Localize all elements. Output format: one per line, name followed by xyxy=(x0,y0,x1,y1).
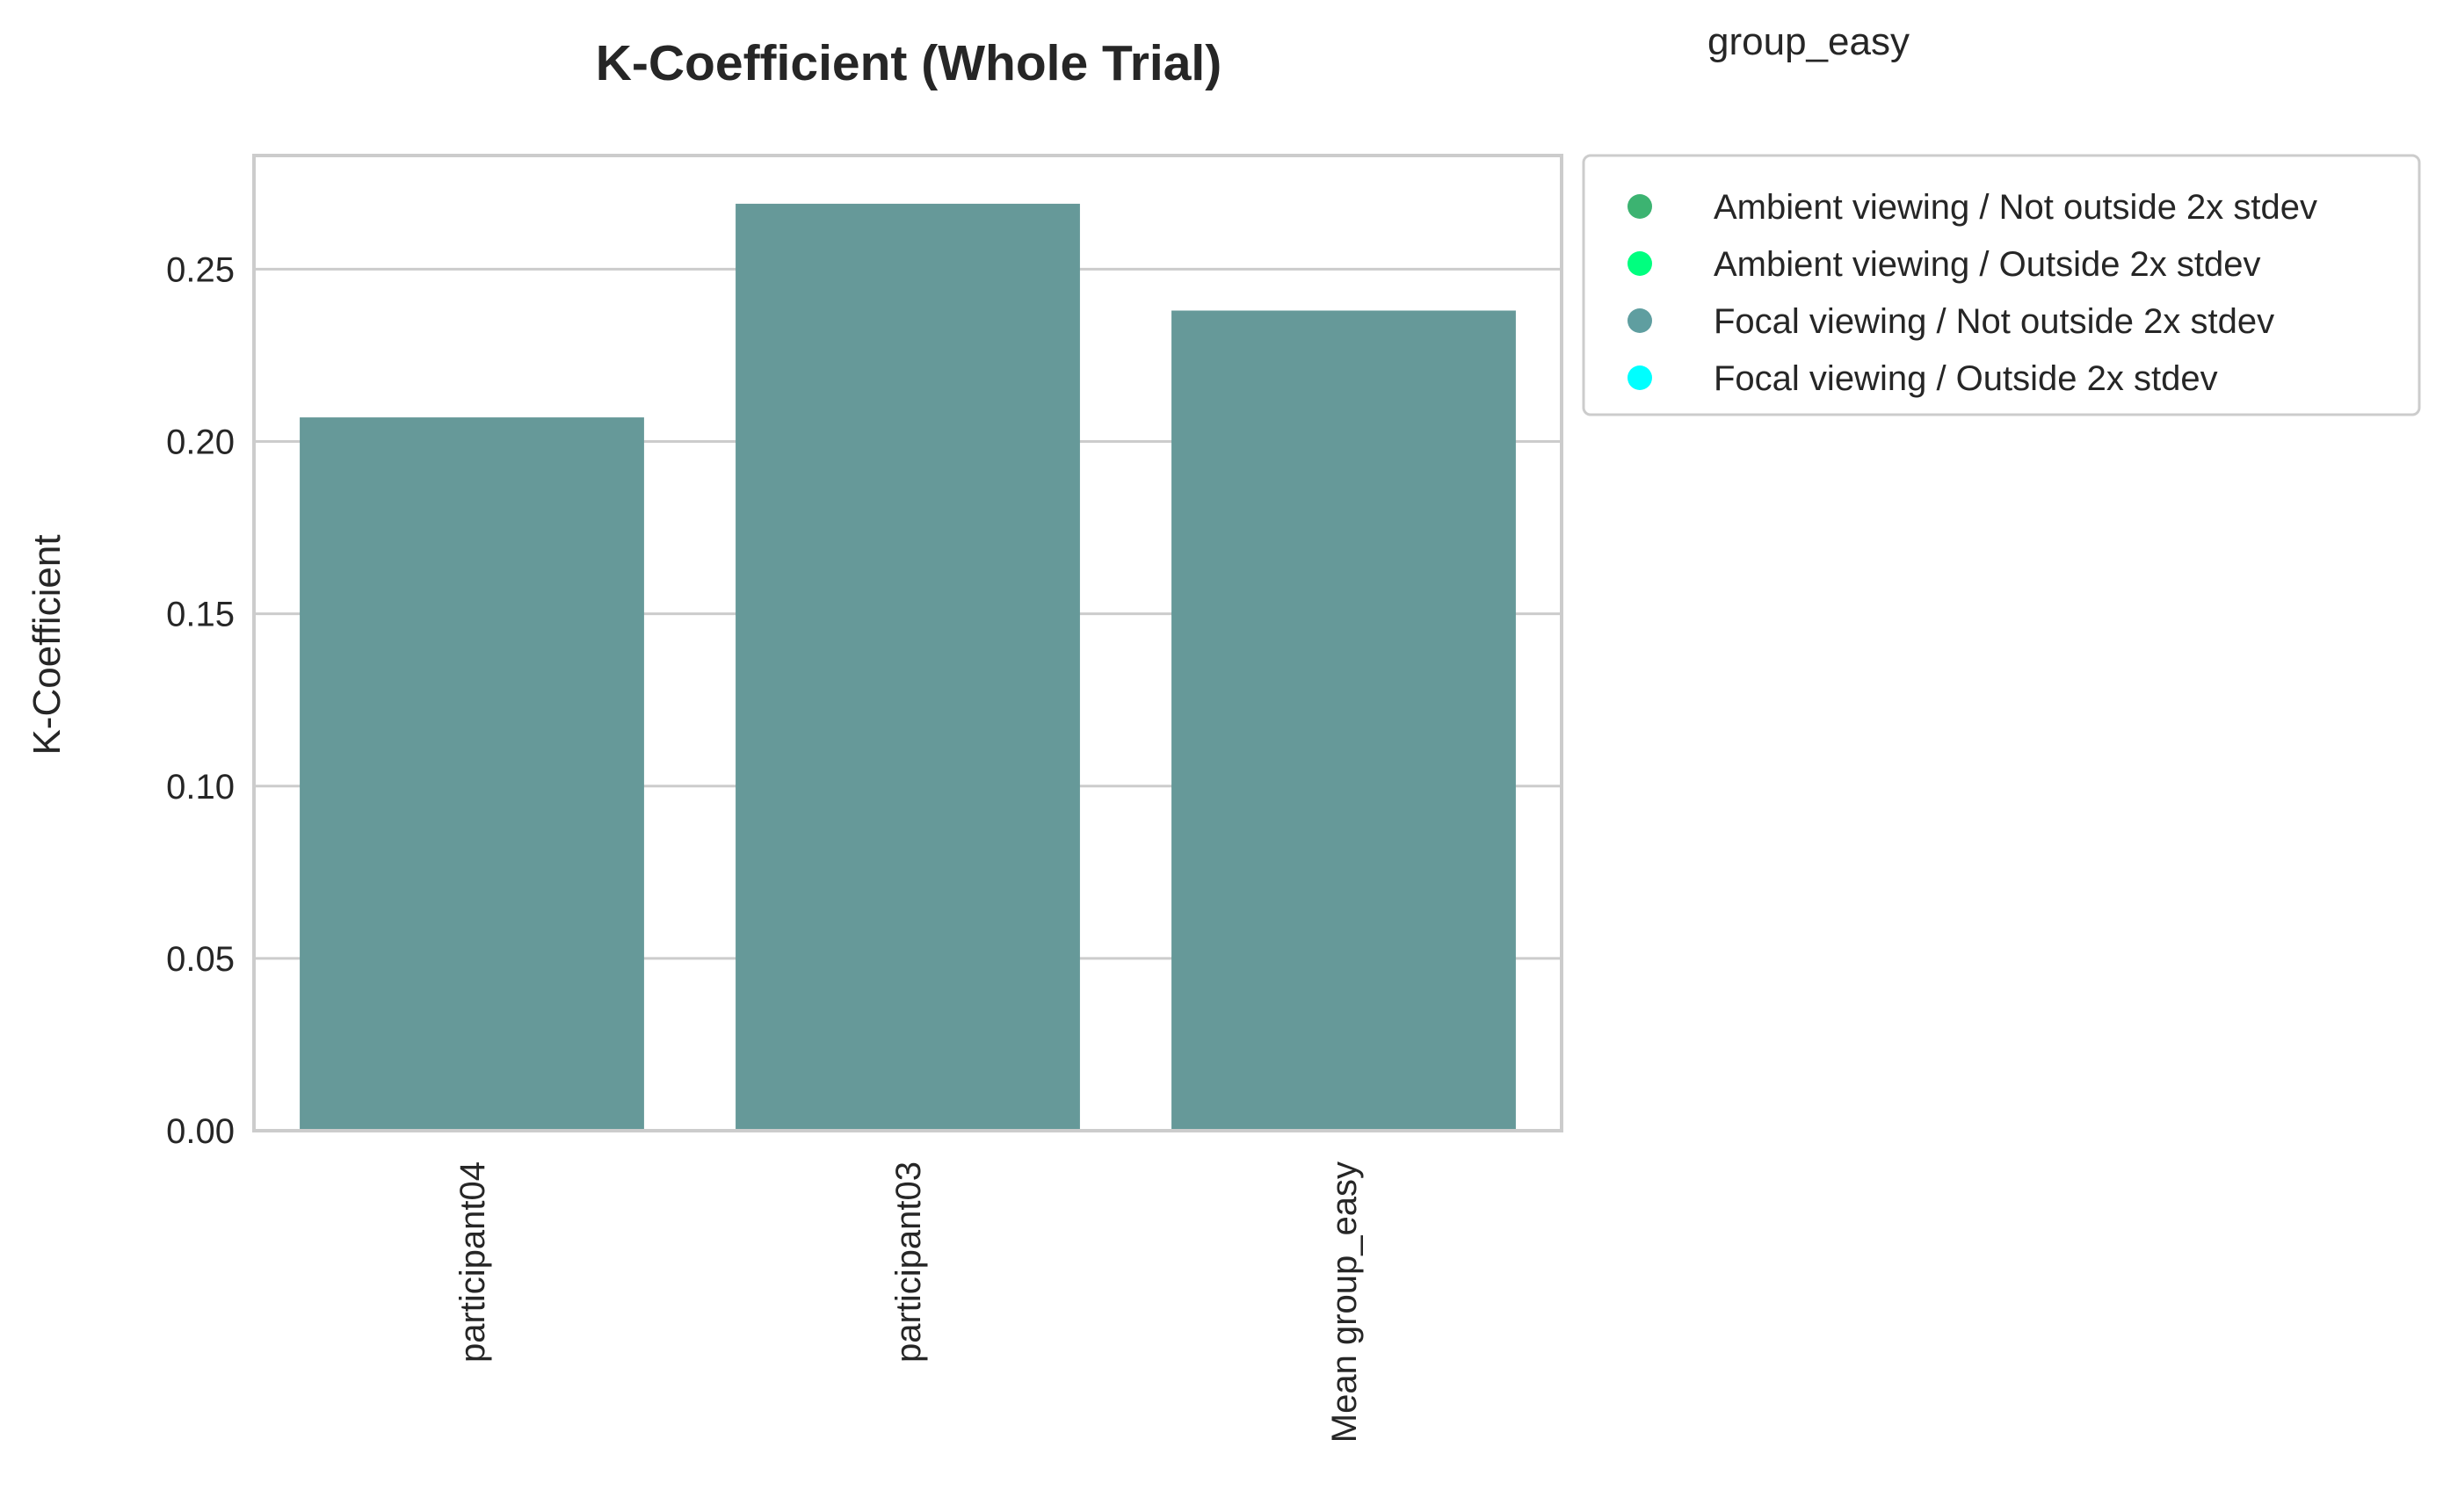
y-tick-label: 0.10 xyxy=(166,768,235,807)
x-tick-label: participant04 xyxy=(453,1161,492,1363)
y-tick-label: 0.15 xyxy=(166,596,235,634)
legend-marker xyxy=(1627,194,1652,219)
legend-label: Ambient viewing / Not outside 2x stdev xyxy=(1714,188,2317,227)
legend-marker xyxy=(1627,251,1652,276)
legend-label: Focal viewing / Outside 2x stdev xyxy=(1714,359,2218,398)
legend-label: Focal viewing / Not outside 2x stdev xyxy=(1714,302,2274,341)
y-tick-label: 0.05 xyxy=(166,940,235,979)
bar xyxy=(300,417,644,1131)
y-axis-label: K-Coefficient xyxy=(25,534,69,755)
legend: Ambient viewing / Not outside 2x stdev Am… xyxy=(1582,154,2421,416)
chart-title: K-Coefficient (Whole Trial) xyxy=(596,35,1222,91)
legend-marker xyxy=(1627,308,1652,333)
y-tick-labels: 0.00 0.05 0.10 0.15 0.20 0.25 xyxy=(166,250,235,1151)
plot-frame xyxy=(252,154,1563,1132)
y-tick-label: 0.20 xyxy=(166,423,235,462)
y-tick-label: 0.25 xyxy=(166,250,235,289)
bars xyxy=(300,203,1516,1132)
x-tick-label: participant03 xyxy=(889,1161,928,1363)
x-tick-label: Mean group_easy xyxy=(1325,1161,1364,1443)
group-label: group_easy xyxy=(1707,20,1910,63)
y-tick-label: 0.00 xyxy=(166,1112,235,1151)
bar xyxy=(736,203,1080,1132)
x-tick-labels: participant04 participant03 Mean group_eas… xyxy=(453,1161,1364,1443)
legend-frame xyxy=(1582,154,2421,416)
bar xyxy=(1171,310,1516,1131)
legend-marker xyxy=(1627,365,1652,390)
legend-label: Ambient viewing / Outside 2x stdev xyxy=(1714,245,2261,284)
